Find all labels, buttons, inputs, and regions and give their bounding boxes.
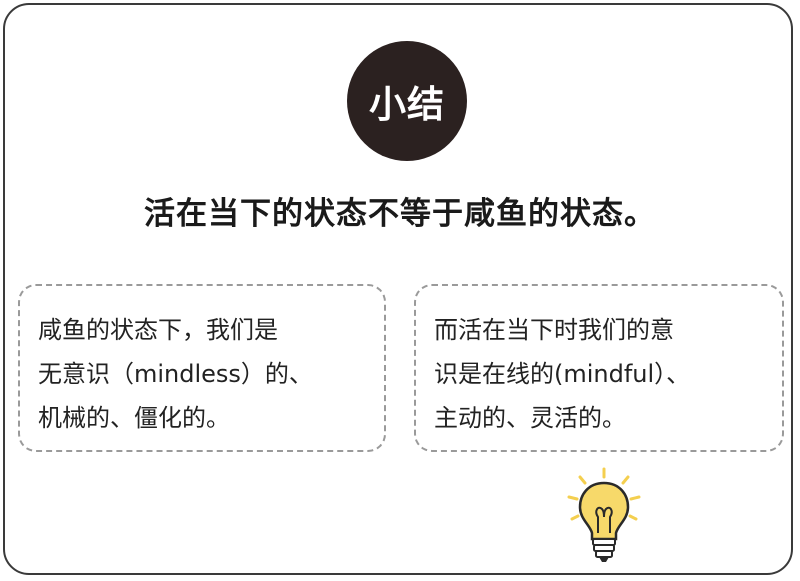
summary-card: 小结 [3,3,793,575]
summary-badge: 小结 [347,41,467,161]
left-box-text: 咸鱼的状态下，我们是 无意识（mindless）的、 机械的、僵化的。 [38,316,313,432]
summary-badge-label: 小结 [369,83,445,126]
headline: 活在当下的状态不等于咸鱼的状态。 [144,196,656,232]
lightbulb-icon [567,467,641,562]
right-dashed-box: 而活在当下时我们的意 识是在线的(mindful）、 主动的、灵活的。 [414,284,784,452]
left-dashed-box: 咸鱼的状态下，我们是 无意识（mindless）的、 机械的、僵化的。 [18,284,386,452]
right-box-text: 而活在当下时我们的意 识是在线的(mindful）、 主动的、灵活的。 [434,316,691,432]
